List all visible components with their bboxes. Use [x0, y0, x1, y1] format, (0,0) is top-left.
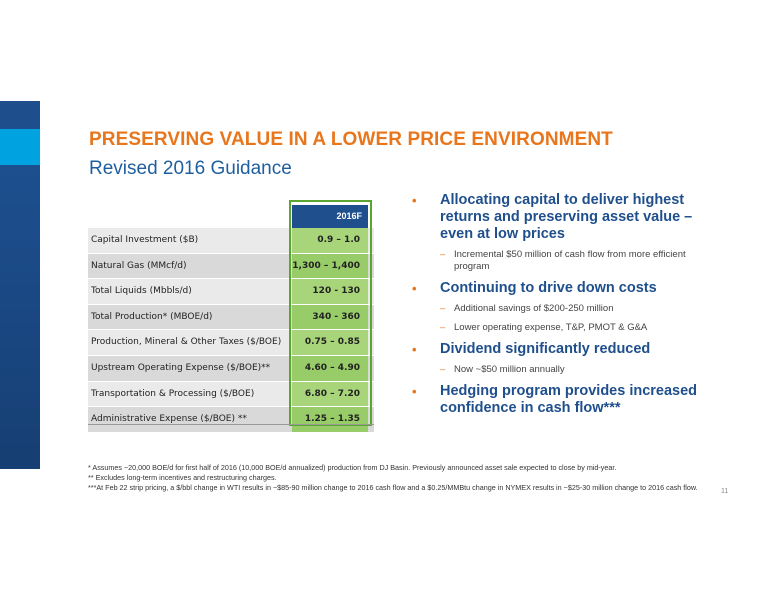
row-label: Transportation & Processing ($/BOE) [91, 388, 255, 399]
bullet-dot-icon: • [412, 384, 417, 399]
row-value: 0.9 – 1.0 [292, 228, 368, 253]
row-label: Natural Gas (MMcf/d) [91, 260, 187, 271]
dash-icon: – [440, 303, 446, 314]
dash-icon: – [440, 322, 446, 333]
table-row: Upstream Operating Expense ($/BOE)** 4.6… [88, 355, 374, 382]
table-row: Total Liquids (Mbbls/d) 120 - 130 [88, 279, 374, 305]
table-row: Transportation & Processing ($/BOE) 6.80… [88, 381, 374, 408]
guidance-table: 2016F Capital Investment ($B) 0.9 – 1.0 … [88, 205, 374, 433]
row-label: Upstream Operating Expense ($/BOE)** [91, 362, 271, 373]
bullet-item: • Continuing to drive down costs [412, 280, 712, 297]
sub-bullet-text: Now ~$50 million annually [454, 364, 565, 375]
row-label: Total Liquids (Mbbls/d) [91, 286, 192, 297]
sub-bullet-text: Additional savings of $200-250 million [454, 303, 614, 314]
column-header-2016f: 2016F [292, 205, 368, 228]
row-value: 4.60 – 4.90 [292, 355, 368, 381]
sub-bullet-item: – Additional savings of $200-250 million [412, 303, 712, 315]
table-header: 2016F [88, 205, 374, 228]
row-label: Total Production* (MBOE/d) [91, 311, 213, 322]
footnote: ** Excludes long-term incentives and res… [88, 473, 277, 483]
footnote: ***At Feb 22 strip pricing, a $/bbl chan… [88, 483, 698, 493]
row-value: 340 - 360 [292, 304, 368, 330]
bullet-item: • Allocating capital to deliver highest r… [412, 192, 712, 243]
table-row: Total Production* (MBOE/d) 340 - 360 [88, 304, 374, 331]
row-value: 1,300 – 1,400 [292, 253, 368, 279]
bullet-text: Continuing to drive down costs [440, 280, 657, 296]
row-label: Production, Mineral & Other Taxes ($/BOE… [91, 337, 282, 348]
table-row: Natural Gas (MMcf/d) 1,300 – 1,400 [88, 253, 374, 280]
row-value: 6.80 – 7.20 [292, 381, 368, 407]
sub-bullet-text: Lower operating expense, T&P, PMOT & G&A [454, 322, 648, 333]
sub-bullet-text: Incremental $50 million of cash flow fro… [454, 249, 686, 272]
row-label: Capital Investment ($B) [91, 235, 199, 245]
slide-subtitle: Revised 2016 Guidance [89, 158, 292, 179]
sub-bullet-item: – Incremental $50 million of cash flow fr… [412, 249, 712, 273]
dash-icon: – [440, 249, 446, 260]
bullet-dot-icon: • [412, 193, 417, 208]
bullet-dot-icon: • [412, 281, 417, 296]
table-row: Production, Mineral & Other Taxes ($/BOE… [88, 330, 374, 356]
bullet-text: Hedging program provides increased confi… [440, 383, 698, 416]
footnote: * Assumes ~20,000 BOE/d for first half o… [88, 463, 617, 472]
sub-bullet-item: – Now ~$50 million annually [412, 364, 712, 376]
bullet-item: • Hedging program provides increased conf… [412, 383, 712, 417]
row-value: 120 - 130 [292, 279, 368, 304]
bullet-item: • Dividend significantly reduced [412, 341, 712, 358]
accent-segment-cyan [0, 129, 40, 165]
dash-icon: – [440, 364, 446, 375]
footnotes: * Assumes ~20,000 BOE/d for first half o… [88, 463, 728, 494]
row-value: 0.75 – 0.85 [292, 330, 368, 355]
table-bottom-rule [88, 424, 374, 425]
bullet-text: Allocating capital to deliver highest re… [440, 192, 693, 242]
bullet-list: • Allocating capital to deliver highest r… [412, 192, 712, 423]
table-row: Capital Investment ($B) 0.9 – 1.0 [88, 228, 374, 254]
row-value: 1.25 – 1.35 [292, 407, 368, 432]
side-accent-bar [0, 101, 40, 469]
slide-title: PRESERVING VALUE IN A LOWER PRICE ENVIRO… [89, 129, 613, 150]
bullet-text: Dividend significantly reduced [440, 341, 651, 357]
table-row: Administrative Expense ($/BOE) ** 1.25 –… [88, 407, 374, 433]
row-label: Administrative Expense ($/BOE) ** [91, 414, 247, 425]
accent-segment-navy [0, 165, 40, 469]
bullet-dot-icon: • [412, 342, 417, 357]
accent-segment-top [0, 101, 40, 129]
sub-bullet-item: – Lower operating expense, T&P, PMOT & G&… [412, 322, 712, 334]
page-number: 11 [721, 488, 729, 495]
